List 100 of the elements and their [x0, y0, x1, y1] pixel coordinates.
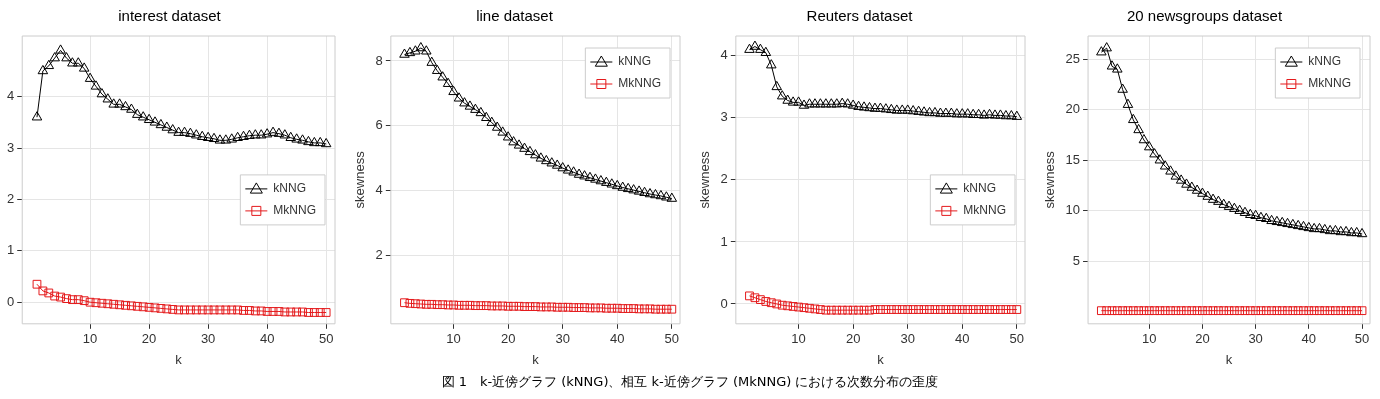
point	[61, 52, 72, 62]
point	[303, 135, 314, 146]
point	[416, 299, 426, 309]
point	[985, 305, 994, 314]
point	[399, 48, 410, 58]
point	[656, 304, 666, 314]
point	[453, 92, 465, 102]
point	[1277, 306, 1287, 316]
point	[946, 305, 956, 314]
point	[309, 136, 320, 147]
legend-label: kNNG	[273, 181, 307, 196]
point	[935, 107, 946, 117]
point	[967, 108, 979, 119]
y-tick-label: 15	[1065, 151, 1081, 167]
point	[197, 305, 207, 315]
point	[745, 291, 754, 301]
point	[1202, 190, 1214, 200]
point	[755, 295, 765, 304]
y-tick-label: 1	[7, 242, 15, 258]
point	[279, 129, 291, 139]
point	[925, 305, 934, 314]
point	[821, 305, 831, 315]
point	[1234, 204, 1245, 214]
point	[1299, 306, 1308, 316]
point	[968, 305, 978, 314]
point	[1357, 306, 1367, 316]
legend-label: kNNG	[618, 54, 652, 69]
point	[120, 100, 131, 111]
point	[1331, 306, 1340, 316]
point	[1176, 306, 1186, 316]
point	[214, 134, 226, 144]
point	[651, 304, 660, 314]
point	[892, 305, 902, 314]
point	[400, 298, 409, 308]
point	[1138, 134, 1150, 144]
point	[91, 298, 101, 308]
point	[245, 306, 254, 315]
point	[514, 301, 524, 311]
point	[1330, 224, 1341, 235]
point	[1239, 206, 1251, 216]
point	[37, 64, 49, 75]
chart-title: Reuters dataset	[806, 7, 914, 25]
point	[1133, 123, 1144, 134]
point	[650, 188, 661, 199]
point	[138, 302, 148, 312]
point	[952, 305, 962, 314]
point	[508, 136, 519, 146]
y-tick-label: 2	[375, 247, 383, 263]
point	[788, 302, 798, 311]
point	[853, 100, 864, 110]
point	[475, 106, 487, 117]
point	[524, 145, 536, 156]
point	[437, 71, 448, 81]
point	[826, 305, 836, 315]
point	[798, 99, 810, 109]
point	[771, 80, 783, 91]
x-tick-label: 40	[610, 331, 625, 347]
y-tick-label: 0	[7, 293, 15, 309]
point	[864, 101, 875, 112]
point	[1175, 174, 1187, 184]
point	[502, 131, 514, 141]
point	[486, 116, 498, 126]
point	[1123, 306, 1133, 316]
point	[513, 139, 525, 149]
point	[568, 166, 579, 176]
point	[149, 116, 161, 126]
point	[580, 303, 589, 312]
point	[962, 108, 973, 118]
point	[1293, 306, 1303, 316]
point	[1011, 110, 1023, 120]
point	[1012, 305, 1022, 314]
point	[854, 305, 863, 315]
y-tick-label: 10	[1065, 202, 1081, 218]
point	[869, 102, 881, 112]
point	[766, 298, 776, 308]
point	[1106, 60, 1118, 70]
point	[431, 64, 443, 74]
point	[1256, 306, 1266, 316]
x-tick-label: 30	[555, 331, 570, 347]
point	[1235, 306, 1245, 316]
point	[1325, 306, 1335, 316]
point	[848, 305, 858, 315]
point	[1128, 306, 1138, 316]
point	[558, 302, 568, 312]
y-axis-title: skewness	[1042, 150, 1058, 209]
point	[1282, 217, 1293, 228]
point	[185, 127, 196, 137]
point	[1250, 209, 1261, 219]
point	[1001, 305, 1011, 314]
y-tick-label: 4	[7, 88, 15, 104]
point	[1324, 224, 1336, 235]
point	[531, 302, 540, 311]
point	[1266, 214, 1277, 225]
y-axis-title: skewness	[352, 150, 368, 209]
point	[90, 80, 102, 90]
x-tick-label: 40	[1301, 331, 1317, 347]
point	[755, 43, 766, 53]
point	[1229, 306, 1239, 316]
y-axis-title: skewness	[697, 150, 713, 209]
point	[226, 133, 237, 143]
